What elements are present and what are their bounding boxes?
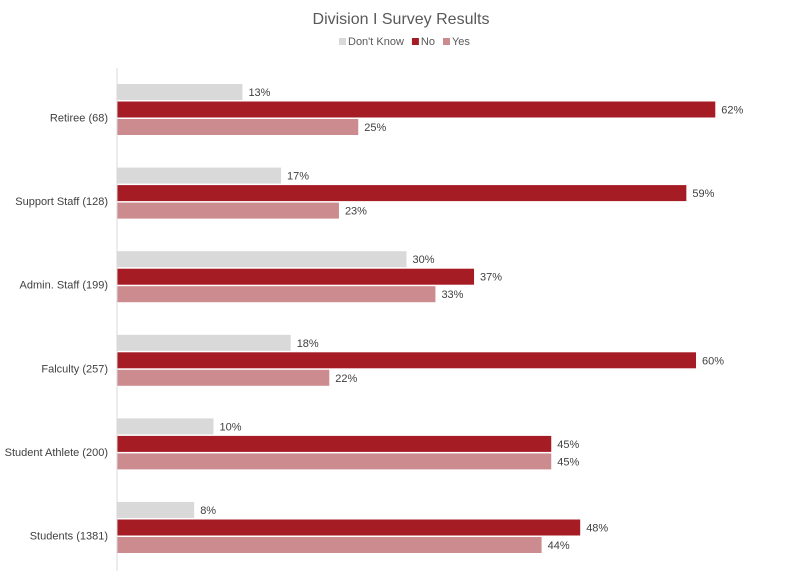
data-label-yes-student-athlete-200: 45% (557, 456, 579, 468)
bar-don-t-know-support-staff-128 (117, 167, 282, 184)
data-label-no-student-athlete-200: 45% (557, 439, 579, 451)
bar-no-falculty-257 (117, 352, 696, 369)
bar-yes-students-1381 (117, 537, 542, 553)
legend-swatch-no (411, 38, 419, 45)
legend-label-yes: Yes (452, 36, 470, 48)
category-label-student-athlete-200: Student Athlete (200) (5, 447, 108, 459)
data-label-don-t-know-student-athlete-200: 10% (220, 421, 242, 433)
data-label-yes-admin-staff-199: 33% (441, 289, 463, 301)
bar-don-t-know-falculty-257 (117, 334, 291, 351)
data-label-don-t-know-falculty-257: 18% (297, 338, 319, 350)
category-labels-group: Retiree (68) Support Staff (128) Admin. St… (5, 113, 108, 543)
data-label-no-admin-staff-199: 37% (480, 272, 502, 284)
bar-don-t-know-retiree-68 (117, 84, 243, 100)
category-label-retiree-68: Retiree (68) (50, 113, 108, 125)
bar-no-retiree-68 (117, 101, 716, 118)
data-label-don-t-know-support-staff-128: 17% (287, 171, 309, 183)
bars-group (117, 84, 716, 553)
data-label-no-support-staff-128: 59% (692, 188, 714, 200)
legend-label-don-t-know: Don't Know (348, 36, 404, 48)
bar-no-students-1381 (117, 519, 581, 536)
bar-yes-support-staff-128 (117, 202, 339, 219)
bar-don-t-know-students-1381 (117, 502, 195, 518)
legend: Don't Know No Yes (339, 36, 470, 48)
data-label-no-falculty-257: 60% (702, 355, 724, 367)
data-labels-group: 13% 62% 25% 17% 59% 23% 30% 37% 33% 18% 60% 22% 10% 4… (200, 87, 743, 552)
data-label-no-students-1381: 48% (586, 523, 608, 535)
bar-don-t-know-admin-staff-199 (117, 251, 407, 268)
bar-yes-retiree-68 (117, 119, 359, 135)
legend-swatch-don-t-know (339, 38, 346, 45)
bar-no-support-staff-128 (117, 185, 687, 202)
data-label-yes-support-staff-128: 23% (345, 206, 367, 218)
category-label-students-1381: Students (1381) (30, 531, 108, 543)
data-label-no-retiree-68: 62% (721, 105, 743, 117)
data-label-don-t-know-admin-staff-199: 30% (413, 254, 435, 266)
bar-yes-student-athlete-200 (117, 453, 552, 470)
category-label-support-staff-128: Support Staff (128) (15, 196, 108, 208)
chart-title: Division I Survey Results (313, 11, 490, 28)
bar-don-t-know-student-athlete-200 (117, 418, 214, 435)
category-label-falculty-257: Falculty (257) (41, 363, 108, 375)
legend-label-no: No (421, 36, 435, 48)
bar-yes-admin-staff-199 (117, 286, 436, 303)
data-label-yes-falculty-257: 22% (335, 373, 357, 385)
legend-swatch-yes (442, 38, 450, 45)
bar-no-admin-staff-199 (117, 268, 475, 285)
data-label-yes-retiree-68: 25% (364, 122, 386, 134)
bar-yes-falculty-257 (117, 369, 330, 386)
data-label-don-t-know-retiree-68: 13% (248, 87, 270, 99)
bar-no-student-athlete-200 (117, 435, 552, 452)
data-label-don-t-know-students-1381: 8% (200, 505, 216, 517)
category-label-admin-staff-199: Admin. Staff (199) (20, 280, 108, 292)
data-label-yes-students-1381: 44% (548, 540, 570, 552)
